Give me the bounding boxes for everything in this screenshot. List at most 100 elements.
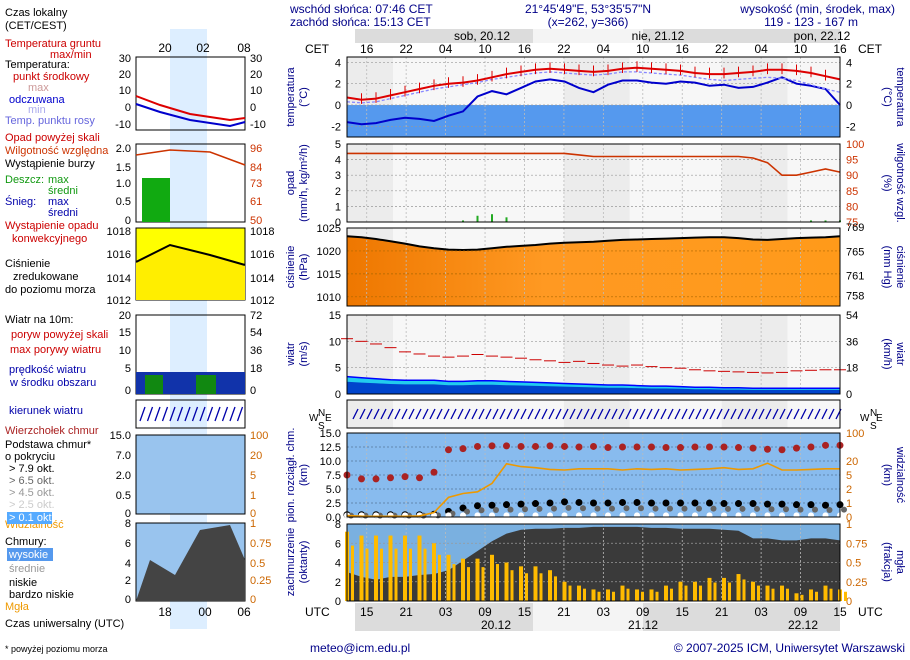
wind-arrow: [569, 408, 576, 420]
hum-tick: 100: [846, 139, 864, 151]
leg-temp-tick-r: 30: [250, 53, 262, 65]
elev-values: 119 - 123 - 167 m: [764, 15, 858, 29]
fog-bar: [548, 570, 552, 601]
wind-arrow: [366, 408, 373, 420]
cloud-base-dot2: [507, 506, 514, 513]
cloud-base-dot2: [609, 505, 615, 512]
fog-bar2: [829, 588, 833, 601]
hour-top: 04: [597, 42, 611, 56]
cloud-base-dot2: [797, 506, 804, 513]
prec-tick: 3: [335, 170, 341, 182]
vis-tick: 1: [846, 498, 852, 510]
leg-prec-tick: 2.0: [116, 143, 131, 155]
pres-tick-right: 758: [846, 290, 864, 302]
fog-bar2: [713, 582, 717, 601]
wind-tick-right: 0: [846, 389, 852, 401]
wind-arrow: [548, 408, 555, 420]
cb-top-dot: [474, 442, 481, 450]
leg-cloud-tick: 0: [125, 508, 131, 520]
fog-bar: [707, 577, 712, 601]
leg-wind-tick-r: 36: [250, 345, 262, 357]
fog-tick: 0.5: [846, 558, 861, 570]
hour-bottom: 21: [557, 605, 571, 619]
cb-top-dot: [401, 473, 409, 481]
panel-border: [346, 314, 841, 395]
fog-bar: [475, 558, 480, 601]
wind-tick-right: 36: [846, 336, 858, 348]
temp-tick-left: 0: [335, 100, 341, 112]
cloud-base-dot: [575, 498, 583, 506]
leg-wind-tick: 10: [119, 345, 131, 357]
legend-okt25: > 2.5 okt.: [9, 499, 55, 511]
cloud-tick: 10.0: [320, 456, 341, 468]
fog-bar2: [612, 591, 615, 601]
cb-top-dot: [604, 444, 612, 452]
precip-bar: [824, 220, 827, 222]
leg-cloud-tick: 7.0: [116, 450, 131, 462]
leg-wind-tick: 5: [125, 363, 131, 375]
fog-bar2: [583, 588, 586, 601]
footer-email: meteo@icm.edu.pl: [310, 641, 410, 655]
legend-gust_over: poryw powyżej skali: [11, 329, 108, 341]
cloud-base-dot2: [522, 506, 528, 513]
cloud-tick: 12.5: [320, 442, 341, 454]
hour-bottom: 09: [636, 605, 650, 619]
precip-bar: [476, 215, 479, 222]
wind-line: [346, 375, 840, 389]
leg-cover-tick: 4: [125, 558, 131, 570]
legend-wind-arrow: [139, 406, 146, 422]
cb-top-dot: [387, 474, 394, 482]
wind-tick-left: 5: [335, 363, 341, 375]
leg-local-hour: 20: [158, 41, 172, 55]
wind-arrow: [702, 408, 709, 420]
legend-wind-arrow: [161, 406, 169, 422]
leg-prec-tick: 1.5: [116, 162, 131, 174]
wind-arrow: [639, 408, 646, 420]
leg-cover-tick: 2: [125, 575, 131, 587]
cb-top-dot: [517, 442, 525, 450]
legend-temp_min: min: [28, 104, 46, 116]
fog-bar: [461, 558, 465, 601]
leg-fog-tick: 0.75: [250, 538, 271, 550]
cloud-base-dot2: [464, 508, 470, 515]
cover-tick: 4: [335, 558, 341, 570]
pres-tick-right: 761: [846, 271, 864, 283]
leg-wind-tick-r: 18: [250, 363, 262, 375]
day-label-top: pon, 22.12: [794, 29, 851, 43]
legend-soil: Temperatura gruntu: [5, 38, 101, 50]
fog-bar2: [481, 567, 485, 601]
date-bottom: 20.12: [481, 618, 511, 632]
leg-fog-tick: 0: [250, 594, 256, 606]
legend-pressure2: zredukowane: [13, 271, 78, 283]
wind-arrow: [660, 408, 667, 420]
legend-fog: Mgła: [5, 601, 30, 613]
legend-high: wysokie: [8, 549, 48, 561]
fog-bar: [562, 581, 567, 601]
legend-local_time2: (CET/CEST): [5, 20, 67, 32]
fog-bar: [374, 535, 378, 601]
cloud-base-dot2: [681, 505, 688, 512]
legend-precip_over: Opad powyżej skali: [5, 132, 100, 144]
wind-arrow: [471, 408, 478, 420]
temp-tick-left: -2: [331, 121, 341, 133]
axis-wind-right: wiatr: [894, 341, 906, 366]
wind-arrow: [394, 408, 401, 420]
compass-s: S: [318, 421, 325, 432]
wind-arrow: [653, 408, 660, 420]
wind-arrow: [793, 408, 800, 420]
wind-arrow: [814, 408, 821, 420]
fog-bar: [649, 589, 654, 601]
hum-tick: 90: [846, 170, 858, 182]
hour-top: 16: [360, 42, 374, 56]
wind-arrow: [737, 408, 744, 420]
leg-vis-tick: 5: [250, 470, 256, 482]
cloud-base-dot2: [667, 505, 673, 512]
leg-vis-tick: 20: [250, 450, 262, 462]
wind-arrow: [576, 408, 583, 420]
axis-precip-unit: (mm/h, kg/m²/h): [298, 144, 310, 222]
cb-top-dot: [691, 443, 699, 451]
wind-arrow: [604, 408, 611, 420]
wind-tick-left: 10: [329, 336, 341, 348]
cover-tick: 8: [335, 519, 341, 531]
temp-series-1: [346, 76, 841, 126]
